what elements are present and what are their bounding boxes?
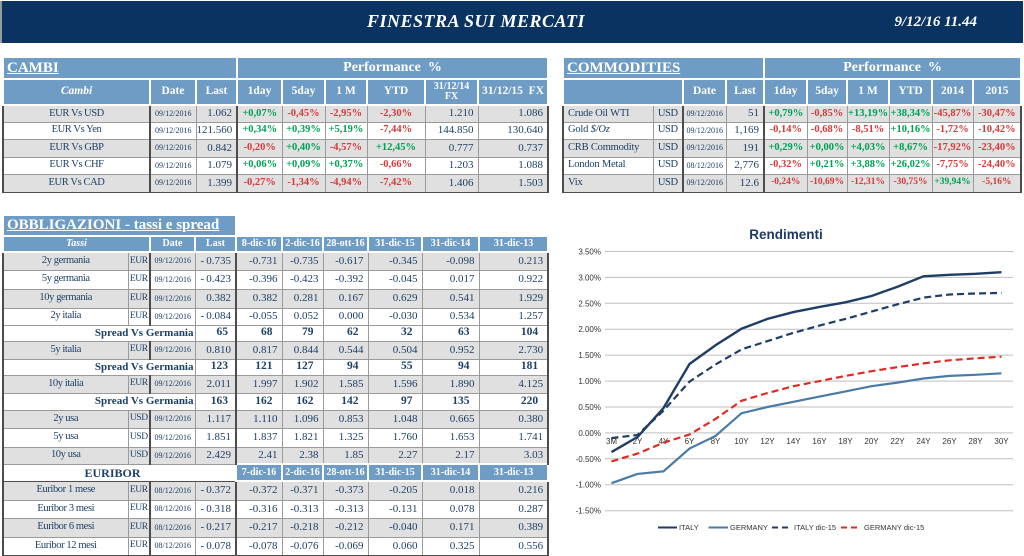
svg-text:GERMANY dic-15: GERMANY dic-15 <box>864 523 924 532</box>
svg-text:GERMANY: GERMANY <box>730 523 768 532</box>
svg-text:26Y: 26Y <box>942 437 957 446</box>
svg-text:2.50%: 2.50% <box>578 299 601 308</box>
svg-text:0.00%: 0.00% <box>578 429 601 438</box>
svg-text:ITALY dic-15: ITALY dic-15 <box>794 523 836 532</box>
svg-text:10Y: 10Y <box>734 437 749 446</box>
svg-text:Rendimenti: Rendimenti <box>749 227 823 242</box>
svg-text:1.00%: 1.00% <box>578 377 601 386</box>
svg-text:22Y: 22Y <box>890 437 905 446</box>
svg-text:4Y: 4Y <box>659 437 669 446</box>
svg-text:20Y: 20Y <box>864 437 879 446</box>
svg-text:3.00%: 3.00% <box>578 273 601 282</box>
svg-text:16Y: 16Y <box>812 437 827 446</box>
svg-text:3.50%: 3.50% <box>578 248 601 257</box>
svg-text:-1.50%: -1.50% <box>576 507 601 516</box>
svg-text:6Y: 6Y <box>685 437 695 446</box>
svg-text:0.50%: 0.50% <box>578 403 601 412</box>
svg-text:14Y: 14Y <box>786 437 801 446</box>
svg-text:24Y: 24Y <box>916 437 931 446</box>
svg-text:-0.50%: -0.50% <box>576 455 601 464</box>
svg-text:28Y: 28Y <box>968 437 983 446</box>
svg-text:3M: 3M <box>606 437 617 446</box>
svg-text:30Y: 30Y <box>994 437 1009 446</box>
svg-text:12Y: 12Y <box>760 437 775 446</box>
svg-text:-1.00%: -1.00% <box>576 481 601 490</box>
svg-text:ITALY: ITALY <box>679 523 699 532</box>
svg-text:2Y: 2Y <box>633 437 643 446</box>
svg-text:8Y: 8Y <box>711 437 721 446</box>
svg-text:1.50%: 1.50% <box>578 351 601 360</box>
svg-text:2.00%: 2.00% <box>578 325 601 334</box>
svg-text:18Y: 18Y <box>838 437 853 446</box>
